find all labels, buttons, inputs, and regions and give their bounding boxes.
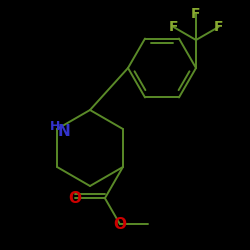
- Text: O: O: [114, 217, 126, 232]
- Text: N: N: [58, 124, 70, 138]
- Text: F: F: [214, 20, 223, 34]
- Text: H: H: [50, 120, 60, 134]
- Text: F: F: [191, 7, 201, 21]
- Text: F: F: [169, 20, 178, 34]
- Text: O: O: [68, 191, 82, 206]
